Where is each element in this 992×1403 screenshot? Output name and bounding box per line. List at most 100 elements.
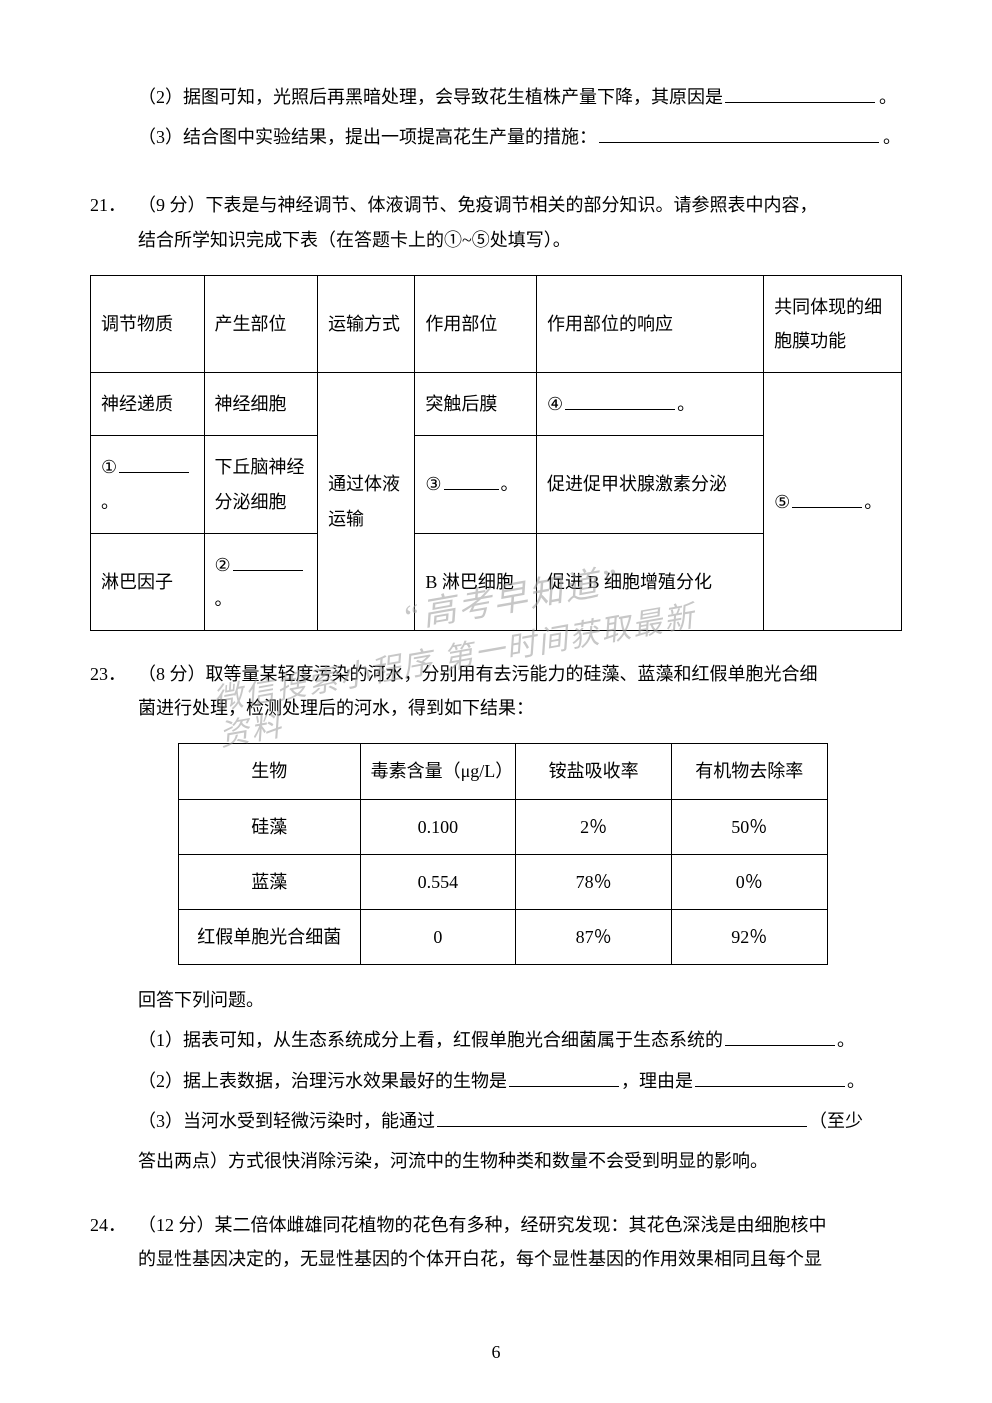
q21-num: 21．	[90, 188, 138, 222]
q23-sub1: （1）据表可知，从生态系统成分上看，红假单胞光合细菌属于生态系统的 。	[90, 1023, 902, 1057]
t1-r1c2: 神经细胞	[204, 373, 318, 436]
end-dot: 。	[215, 589, 233, 609]
table-row: 生物 毒素含量（μg/L） 铵盐吸收率 有机物去除率	[179, 744, 828, 799]
q24-line2: 的显性基因决定的，无显性基因的个体开白花，每个显性基因的作用效果相同且每个显	[90, 1242, 902, 1276]
t1-r3c2: ②。	[204, 533, 318, 630]
q23-text1: （8 分）取等量某轻度污染的河水，分别用有去污能力的硅藻、蓝藻和红假单胞光合细	[138, 657, 902, 691]
t1-r1c5: ④。	[537, 373, 764, 436]
circled-2: ②	[215, 548, 231, 582]
q23-t1: 取等量某轻度污染的河水，分别用有去污能力的硅藻、蓝藻和红假单胞光合细	[206, 664, 818, 684]
end-dot: 。	[883, 127, 901, 147]
q20-sub3-text: （3）结合图中实验结果，提出一项提高花生产量的措施：	[138, 127, 597, 147]
t1-h1: 调节物质	[91, 275, 205, 372]
q23-sub2-blank2	[695, 1067, 845, 1087]
t2-r1c4: 50％	[671, 799, 827, 854]
q23: 23． （8 分）取等量某轻度污染的河水，分别用有去污能力的硅藻、蓝藻和红假单胞…	[90, 657, 902, 1178]
q23-sub2: （2）据上表数据，治理污水效果最好的生物是 ，理由是 。	[90, 1064, 902, 1098]
t2-r3c1: 红假单胞光合细菌	[179, 910, 361, 965]
t1-r2c4: ③。	[415, 436, 537, 533]
table-row: 神经递质 神经细胞 通过体液运输 突触后膜 ④。 ⑤。	[91, 373, 902, 436]
q21-line1: 21． （9 分）下表是与神经调节、体液调节、免疫调节相关的部分知识。请参照表中…	[90, 188, 902, 222]
q20-sub2-text: （2）据图可知，光照后再黑暗处理，会导致花生植株产量下降，其原因是	[138, 87, 723, 107]
t1-r2c1: ①。	[91, 436, 205, 533]
end-dot: 。	[837, 1030, 855, 1050]
t1-r2c3: 通过体液运输	[318, 373, 415, 631]
q23-sub3a: （3）当河水受到轻微污染时，能通过	[138, 1111, 435, 1131]
q20-sub2: （2）据图可知，光照后再黑暗处理，会导致花生植株产量下降，其原因是 。	[90, 80, 902, 114]
end-dot: 。	[879, 87, 897, 107]
q23-sub2-blank1	[509, 1067, 619, 1087]
t1-r1c5-blank	[565, 390, 675, 410]
t2-h4: 有机物去除率	[671, 744, 827, 799]
q23-line2: 菌进行处理，检测处理后的河水，得到如下结果：	[90, 691, 902, 725]
t1-r3c5: 促进 B 细胞增殖分化	[537, 533, 764, 630]
t2-r1c2: 0.100	[360, 799, 516, 854]
t2-r2c3: 78％	[516, 854, 672, 909]
q23-after: 回答下列问题。	[90, 983, 902, 1017]
t1-r2c6: ⑤。	[764, 373, 902, 631]
q20-sub3: （3）结合图中实验结果，提出一项提高花生产量的措施： 。	[90, 120, 902, 154]
end-dot: 。	[864, 492, 882, 512]
t2-r1c3: 2％	[516, 799, 672, 854]
t1-h3: 运输方式	[318, 275, 415, 372]
t2-r1c1: 硅藻	[179, 799, 361, 854]
q21-table: 调节物质 产生部位 运输方式 作用部位 作用部位的响应 共同体现的细胞膜功能 神…	[90, 275, 902, 631]
circled-1: ①	[101, 450, 117, 484]
q21-points: （9 分）	[138, 195, 206, 215]
q23-sub2b: ，理由是	[621, 1071, 693, 1091]
t1-r3c1: 淋巴因子	[91, 533, 205, 630]
end-dot: 。	[677, 394, 695, 414]
circled-4: ④	[547, 387, 563, 421]
q21-line2: 结合所学知识完成下表（在答题卡上的①~⑤处填写）。	[90, 223, 902, 257]
q24-text1: （12 分）某二倍体雌雄同花植物的花色有多种，经研究发现：其花色深浅是由细胞核中	[138, 1208, 902, 1242]
q23-sub3-blank	[437, 1107, 807, 1127]
t2-h1: 生物	[179, 744, 361, 799]
q23-table: 生物 毒素含量（μg/L） 铵盐吸收率 有机物去除率 硅藻 0.100 2％ 5…	[178, 743, 828, 965]
page-number: 6	[0, 1335, 992, 1369]
t1-h4: 作用部位	[415, 275, 537, 372]
t1-h6: 共同体现的细胞膜功能	[764, 275, 902, 372]
q21: 21． （9 分）下表是与神经调节、体液调节、免疫调节相关的部分知识。请参照表中…	[90, 188, 902, 631]
t2-r3c3: 87％	[516, 910, 672, 965]
t1-r1c1: 神经递质	[91, 373, 205, 436]
t1-r3c2-blank	[233, 551, 303, 571]
q21-text1: （9 分）下表是与神经调节、体液调节、免疫调节相关的部分知识。请参照表中内容，	[138, 188, 902, 222]
q23-sub3c: 答出两点）方式很快消除污染，河流中的生物种类和数量不会受到明显的影响。	[90, 1144, 902, 1178]
t1-r2c5: 促进促甲状腺激素分泌	[537, 436, 764, 533]
q23-sub1-blank	[725, 1027, 835, 1047]
q20-sub2-blank	[725, 83, 875, 103]
q24-line1: 24． （12 分）某二倍体雌雄同花植物的花色有多种，经研究发现：其花色深浅是由…	[90, 1208, 902, 1242]
q23-line1: 23． （8 分）取等量某轻度污染的河水，分别用有去污能力的硅藻、蓝藻和红假单胞…	[90, 657, 902, 691]
table-row: 红假单胞光合细菌 0 87％ 92％	[179, 910, 828, 965]
q23-sub1-text: （1）据表可知，从生态系统成分上看，红假单胞光合细菌属于生态系统的	[138, 1030, 723, 1050]
circled-3: ③	[425, 467, 441, 501]
t2-r3c4: 92％	[671, 910, 827, 965]
t2-r2c2: 0.554	[360, 854, 516, 909]
t2-r2c1: 蓝藻	[179, 854, 361, 909]
t2-r2c4: 0％	[671, 854, 827, 909]
t1-h5: 作用部位的响应	[537, 275, 764, 372]
table-row: 蓝藻 0.554 78％ 0％	[179, 854, 828, 909]
q24-points: （12 分）	[138, 1215, 215, 1235]
q21-t1: 下表是与神经调节、体液调节、免疫调节相关的部分知识。请参照表中内容，	[206, 195, 818, 215]
table-row: 硅藻 0.100 2％ 50％	[179, 799, 828, 854]
q23-sub3: （3）当河水受到轻微污染时，能通过 （至少	[90, 1104, 902, 1138]
q23-points: （8 分）	[138, 664, 206, 684]
circled-5: ⑤	[774, 485, 790, 519]
q24-num: 24．	[90, 1208, 138, 1242]
q23-sub2a: （2）据上表数据，治理污水效果最好的生物是	[138, 1071, 507, 1091]
t2-h3: 铵盐吸收率	[516, 744, 672, 799]
end-dot: 。	[501, 474, 519, 494]
q23-num: 23．	[90, 657, 138, 691]
end-dot: 。	[847, 1071, 865, 1091]
t2-r3c2: 0	[360, 910, 516, 965]
t1-r1c4: 突触后膜	[415, 373, 537, 436]
q23-sub3b: （至少	[809, 1111, 863, 1131]
t1-r2c2: 下丘脑神经分泌细胞	[204, 436, 318, 533]
q24-t1: 某二倍体雌雄同花植物的花色有多种，经研究发现：其花色深浅是由细胞核中	[215, 1215, 827, 1235]
table-row: 调节物质 产生部位 运输方式 作用部位 作用部位的响应 共同体现的细胞膜功能	[91, 275, 902, 372]
t1-r2c4-blank	[444, 471, 499, 491]
t1-h2: 产生部位	[204, 275, 318, 372]
end-dot: 。	[101, 492, 119, 512]
t1-r3c4: B 淋巴细胞	[415, 533, 537, 630]
